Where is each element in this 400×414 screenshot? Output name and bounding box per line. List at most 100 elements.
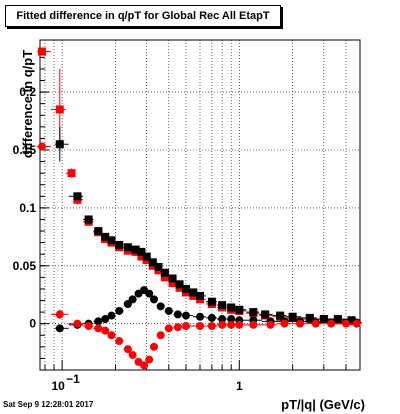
data-point-square xyxy=(196,291,204,300)
data-point-square xyxy=(181,284,190,293)
data-point-square xyxy=(67,169,76,178)
data-point-circle xyxy=(196,312,204,321)
data-point-circle xyxy=(207,313,216,322)
data-point-square xyxy=(107,236,116,245)
data-point-square xyxy=(55,140,64,149)
data-point-circle xyxy=(101,315,110,324)
data-point-circle xyxy=(145,355,154,364)
data-point-square xyxy=(347,316,356,325)
data-point-circle xyxy=(107,311,116,320)
data-point-square xyxy=(218,301,227,310)
data-point-square xyxy=(84,215,93,224)
x-tick-label: 10 xyxy=(51,379,65,393)
data-point-square xyxy=(261,310,270,319)
data-point-circle xyxy=(128,350,137,359)
x-axis-label: pT/|q| (GeV/c) xyxy=(281,397,365,412)
data-point-circle xyxy=(227,320,236,329)
data-point-square xyxy=(276,311,285,320)
data-point-square xyxy=(319,315,328,324)
data-point-circle xyxy=(207,322,216,330)
data-point-circle xyxy=(327,319,336,328)
data-point-square xyxy=(249,308,258,317)
data-point-circle xyxy=(173,310,182,319)
data-point-circle xyxy=(123,345,132,354)
data-point-circle xyxy=(218,315,227,324)
data-point-circle xyxy=(115,337,124,346)
datestamp: Sat Sep 9 12:28:01 2017 xyxy=(3,400,94,409)
data-point-square xyxy=(131,245,140,254)
data-point-circle xyxy=(196,322,204,330)
data-point-square xyxy=(137,252,146,261)
data-point-circle xyxy=(73,319,82,328)
x-tick-label: 1 xyxy=(236,379,243,393)
y-tick-label: 0 xyxy=(29,317,36,331)
data-point-circle xyxy=(145,289,154,298)
y-axis-label: difference in q/pT xyxy=(20,49,35,159)
data-point-circle xyxy=(38,142,47,151)
data-point-circle xyxy=(352,319,361,328)
data-point-circle xyxy=(181,322,190,330)
data-point-square xyxy=(168,274,177,283)
data-point-square xyxy=(333,315,342,324)
data-point-square xyxy=(227,303,236,312)
data-point-square xyxy=(142,252,151,261)
data-point-circle xyxy=(150,295,159,304)
data-point-square xyxy=(73,192,82,201)
data-point-square xyxy=(55,105,64,114)
data-point-circle xyxy=(115,306,124,315)
data-point-square xyxy=(160,273,169,282)
series-3 xyxy=(37,142,362,370)
data-point-circle xyxy=(218,320,227,329)
data-point-circle xyxy=(128,295,137,304)
data-point-circle xyxy=(235,320,244,329)
data-point-circle xyxy=(173,323,182,332)
data-point-circle xyxy=(249,320,258,329)
data-point-circle xyxy=(341,319,350,328)
data-point-square xyxy=(207,297,216,306)
data-point-square xyxy=(148,258,157,267)
data-point-circle xyxy=(55,324,64,333)
y-tick-label: 0.1 xyxy=(19,201,36,215)
data-point-circle xyxy=(280,319,289,328)
data-point-circle xyxy=(94,317,103,326)
x-tick-label-exponent: −1 xyxy=(66,372,80,386)
data-point-square xyxy=(305,313,314,322)
data-point-square xyxy=(175,280,184,289)
data-point-square xyxy=(154,262,163,271)
chart-title: Fitted difference in q/pT for Global Rec… xyxy=(5,5,281,27)
data-point-square xyxy=(101,232,110,241)
tick-labels: 0 0.05 0.1 0.15 0.2 10 −1 1 xyxy=(13,85,243,393)
data-point-circle xyxy=(107,331,116,340)
data-point-circle xyxy=(55,310,64,319)
data-point-circle xyxy=(181,311,190,320)
data-point-circle xyxy=(311,319,320,328)
data-point-square xyxy=(288,312,297,321)
y-tick-label: 0.05 xyxy=(13,259,37,273)
data-point-circle xyxy=(84,322,93,330)
data-point-circle xyxy=(94,324,103,333)
data-point-circle xyxy=(101,326,110,335)
data-point-circle xyxy=(227,315,236,324)
data-point-square xyxy=(168,279,177,288)
data-point-square xyxy=(189,288,198,297)
data-point-circle xyxy=(164,306,173,315)
data-point-square xyxy=(115,240,124,249)
data-point-circle xyxy=(156,331,165,340)
data-point-circle xyxy=(150,342,159,351)
data-marks xyxy=(37,47,362,370)
y-tick-label: 0.15 xyxy=(13,143,37,157)
data-point-square xyxy=(235,305,244,314)
data-point-circle xyxy=(164,324,173,333)
axis-ticks xyxy=(40,56,347,370)
series-1 xyxy=(54,126,357,325)
data-point-square xyxy=(38,47,47,56)
data-point-circle xyxy=(140,361,149,370)
data-point-circle xyxy=(295,319,304,328)
data-point-square xyxy=(123,243,132,252)
data-point-square xyxy=(137,247,146,256)
grid-lines xyxy=(40,40,360,370)
y-tick-label: 0.2 xyxy=(19,85,36,99)
data-point-circle xyxy=(156,302,165,311)
data-point-circle xyxy=(266,320,275,329)
